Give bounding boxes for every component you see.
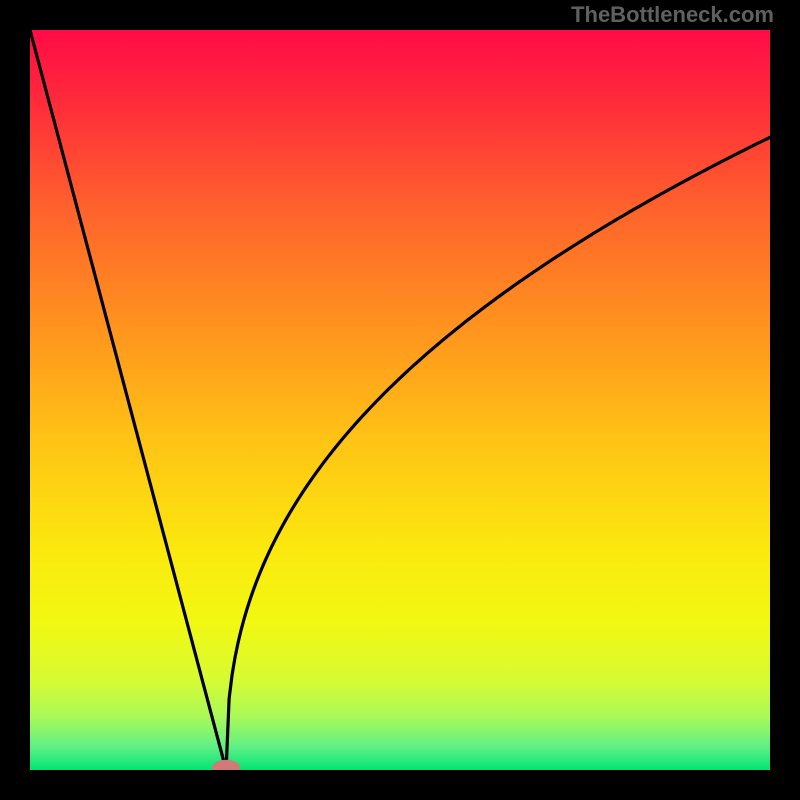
plot-svg	[30, 30, 770, 770]
plot-background	[30, 30, 770, 770]
plot-area	[30, 30, 770, 770]
watermark-text: TheBottleneck.com	[571, 2, 774, 28]
